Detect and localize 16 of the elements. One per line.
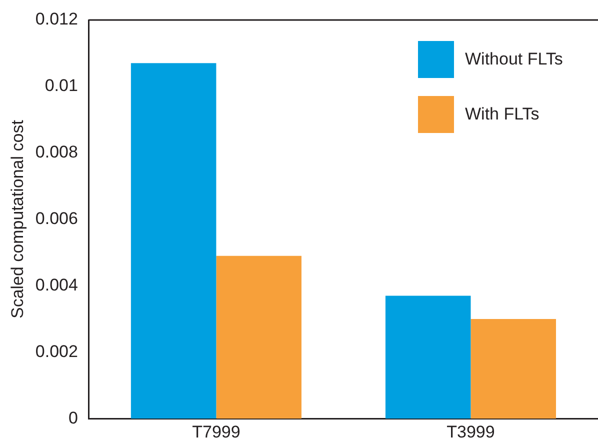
legend-label: Without FLTs bbox=[465, 50, 563, 69]
bar bbox=[470, 318, 556, 419]
y-tick-label: 0.008 bbox=[35, 142, 78, 162]
x-tick-label: T7999 bbox=[192, 422, 240, 442]
y-tick-label: 0.002 bbox=[35, 342, 78, 361]
y-tick-label: 0.012 bbox=[35, 10, 78, 29]
y-axis-title: Scaled computational cost bbox=[8, 120, 27, 319]
bar bbox=[385, 296, 471, 419]
legend-label: With FLTs bbox=[465, 104, 540, 124]
y-tick-label: 0.004 bbox=[35, 275, 78, 294]
bar bbox=[130, 63, 216, 419]
bar bbox=[216, 256, 302, 419]
y-tick-label: 0.01 bbox=[44, 76, 78, 96]
y-tick-label: 0 bbox=[68, 408, 78, 428]
y-tick-label: 0.006 bbox=[35, 208, 78, 228]
x-tick-label: T3999 bbox=[446, 422, 495, 442]
